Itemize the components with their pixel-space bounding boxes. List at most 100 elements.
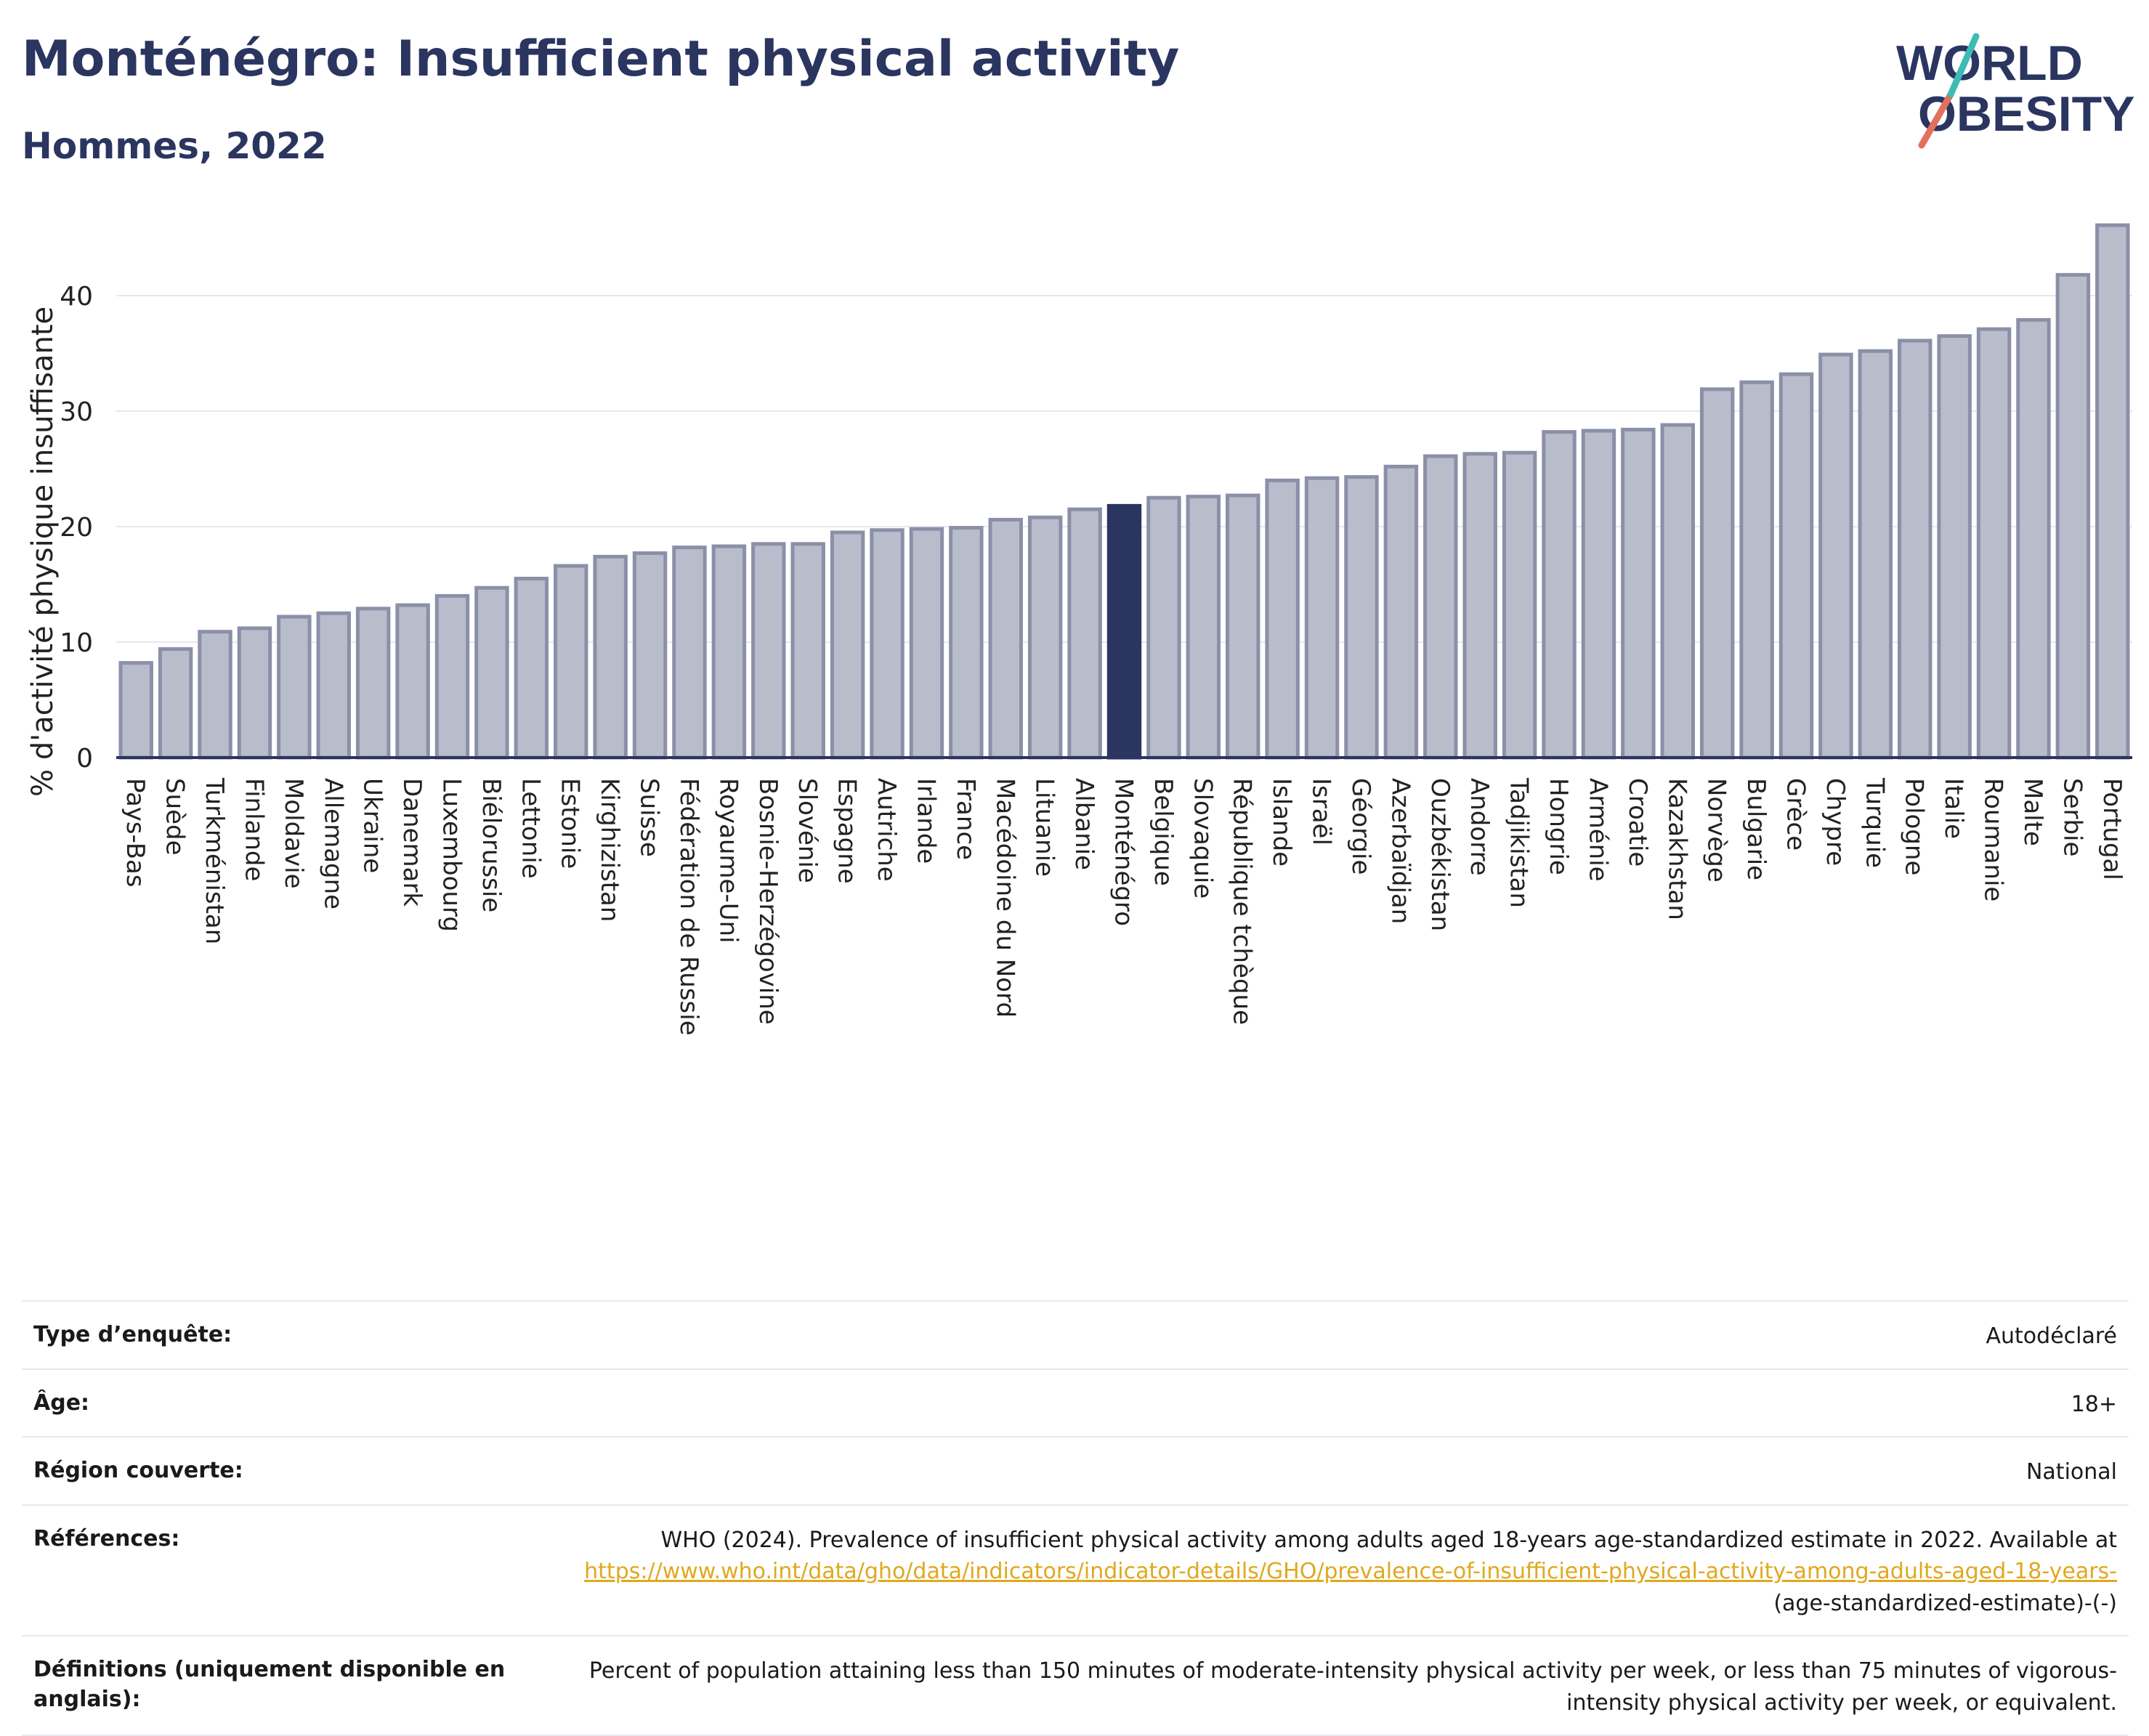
x-tick-label: Monténégro (1109, 778, 1138, 926)
bar (158, 647, 193, 760)
bar (237, 626, 272, 760)
x-tick-label: Bosnie-Herzégovine (753, 778, 782, 1025)
x-tick-label: Portugal (2097, 778, 2126, 880)
x-tick-label: Irlande (911, 778, 940, 864)
bar (790, 542, 825, 760)
chart-subtitle: Hommes, 2022 (22, 125, 327, 167)
bar (1067, 507, 1102, 760)
reference-link[interactable]: https://www.who.int/data/gho/data/indica… (584, 1559, 2117, 1584)
metadata-value: WHO (2024). Prevalence of insufficient p… (542, 1525, 2117, 1620)
bar (1383, 464, 1419, 760)
bar (1621, 427, 1656, 760)
x-tick-label: Slovaquie (1188, 778, 1217, 899)
x-tick-label: Albanie (1069, 778, 1098, 870)
x-tick-label: Andorre (1465, 778, 1494, 876)
x-tick-label: Belgique (1149, 778, 1178, 886)
x-tick-label: Israël (1307, 778, 1336, 845)
bar (1739, 380, 1774, 760)
reference-suffix: (age-standardized-estimate)-(-) (1773, 1590, 2117, 1616)
x-tick-label: Chypre (1821, 778, 1850, 866)
bar (2055, 272, 2091, 760)
x-tick-label: Turquie (1860, 777, 1889, 868)
logo-slash-red (1918, 91, 1954, 149)
bar (355, 607, 391, 760)
bar (2016, 317, 2051, 760)
bar (1146, 495, 1181, 760)
x-tick-label: Fédération de Russie (674, 778, 703, 1036)
metadata-row: Définitions (uniquement disponible en an… (22, 1635, 2129, 1736)
metadata-text: National (2025, 1459, 2117, 1485)
bar (870, 528, 904, 760)
bar (474, 585, 509, 760)
metadata-row: Région couverte: National (22, 1436, 2129, 1504)
x-tick-label: Arménie (1583, 778, 1612, 882)
x-tick-label: Lettonie (516, 778, 545, 879)
bar (434, 593, 470, 760)
bar (909, 527, 944, 760)
bar (1937, 334, 1972, 760)
x-tick-label: Allemagne (318, 778, 347, 909)
bar (1344, 475, 1379, 760)
x-tick-label: Roumanie (1979, 778, 2008, 901)
bar-chart: 0 10 20 30 40% d'activité physique insuffisa… (26, 223, 2132, 1036)
metadata-value: National (542, 1456, 2117, 1488)
bar (1858, 349, 1893, 760)
bar (1699, 387, 1735, 760)
x-tick-label: Slovénie (793, 778, 822, 883)
y-tick-label: 30 (60, 397, 93, 427)
x-tick-label: Ukraine (358, 778, 387, 873)
bar (593, 554, 628, 760)
metadata-row: Âge: 18+ (22, 1368, 2129, 1437)
bar (1423, 454, 1458, 760)
metadata-text: Percent of population attaining less tha… (588, 1658, 2117, 1716)
bar (316, 611, 351, 760)
bar (554, 564, 588, 760)
bar (118, 661, 153, 760)
bar (1106, 503, 1142, 760)
bar (1818, 352, 1853, 760)
bar (751, 542, 786, 760)
metadata-value: Percent of population attaining less tha… (542, 1655, 2117, 1719)
bar (1898, 338, 1933, 760)
x-tick-label: Serbie (2057, 778, 2087, 856)
x-tick-label: Ouzbékistan (1425, 778, 1454, 931)
bar (672, 545, 707, 760)
bar (1542, 430, 1577, 760)
x-tick-label: Grèce (1781, 778, 1810, 851)
x-tick-label: Hongrie (1544, 778, 1573, 875)
x-tick-label: Kirghizistan (595, 778, 624, 922)
logo-line2: OBESITY (1918, 86, 2135, 142)
x-tick-label: Autriche (872, 778, 901, 882)
metadata-text: Autodéclaré (1986, 1323, 2118, 1349)
bar (1304, 476, 1340, 760)
metadata-label: Âge: (33, 1390, 90, 1416)
metadata-value: 18+ (542, 1389, 2117, 1421)
bar (2095, 223, 2130, 760)
metadata-value: Autodéclaré (542, 1321, 2118, 1352)
x-tick-label: Malte (2018, 778, 2047, 846)
bar (1581, 429, 1616, 760)
metadata-text: 18+ (2071, 1391, 2117, 1417)
x-tick-label: Kazakhstan (1662, 778, 1691, 920)
x-tick-label: Danemark (397, 778, 426, 906)
x-tick-label: République tchèque (1228, 778, 1257, 1025)
metadata-text: WHO (2024). Prevalence of insufficient p… (660, 1527, 2117, 1553)
x-tick-label: Azerbaïdjan (1385, 778, 1415, 924)
bar (277, 615, 312, 760)
x-tick-label: Géorgie (1346, 778, 1375, 875)
x-tick-label: Islande (1267, 778, 1296, 867)
bar (1265, 478, 1300, 760)
y-tick-label: 0 (76, 744, 93, 774)
y-tick-label: 10 (60, 628, 93, 658)
logo-line1: WORLD (1896, 36, 2083, 91)
bar (514, 577, 549, 760)
metadata-row: Type d’enquête: Autodéclaré (22, 1300, 2129, 1368)
x-tick-label: Pologne (1900, 778, 1929, 875)
logo-slash-teal (1947, 33, 1980, 98)
bar (1976, 327, 2012, 760)
x-tick-label: Moldavie (279, 778, 308, 889)
x-tick-label: Royaume-Uni (713, 778, 742, 944)
bar (632, 551, 668, 760)
bar (988, 517, 1023, 760)
x-tick-label: Tadjikistan (1505, 777, 1534, 908)
